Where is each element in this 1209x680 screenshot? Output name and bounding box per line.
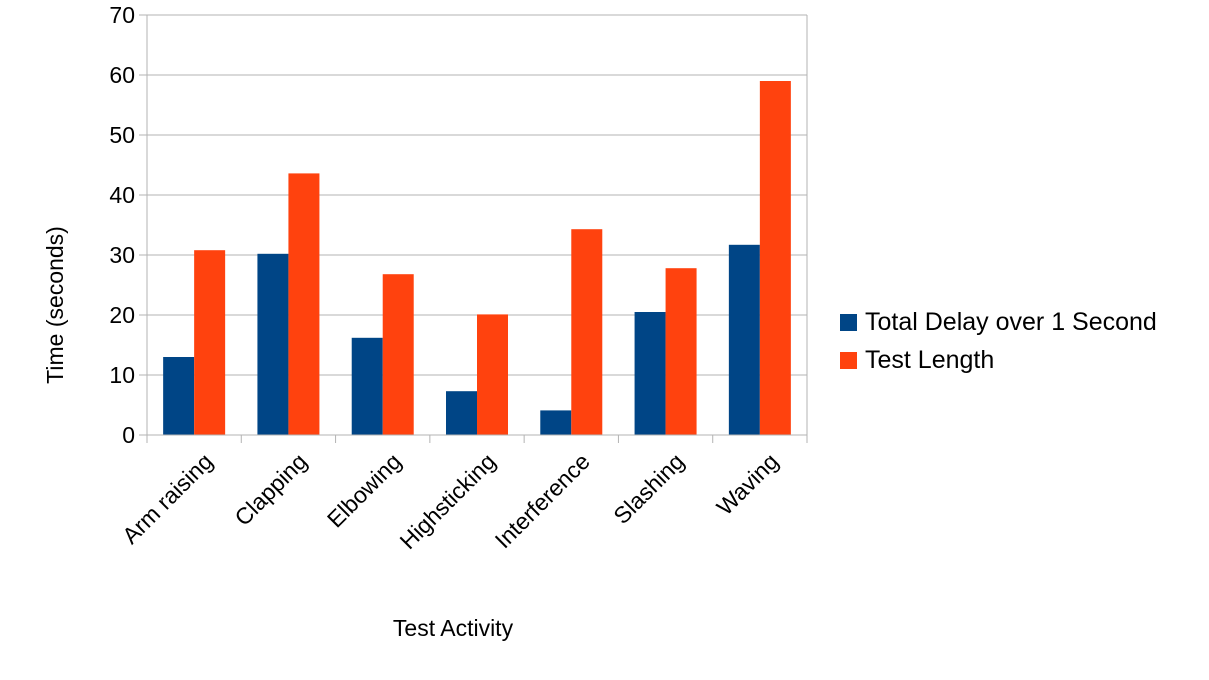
y-tick-label: 70	[109, 2, 135, 28]
bar-test-length	[759, 81, 791, 435]
bar-test-length	[571, 229, 603, 435]
y-tick-label: 60	[109, 62, 135, 88]
y-tick-label: 30	[109, 242, 135, 268]
x-category-label: Interference	[490, 448, 595, 553]
legend-label-test-length: Test Length	[865, 346, 994, 374]
y-tick-label: 40	[109, 182, 135, 208]
bar-test-length	[477, 314, 508, 435]
y-tick-label: 20	[109, 302, 135, 328]
y-axis-title: Time (seconds)	[42, 226, 68, 384]
bar-total-delay-over-1-second	[634, 312, 666, 435]
legend-swatch-total-delay	[840, 314, 857, 331]
bar-test-length	[194, 250, 226, 435]
axes	[139, 14, 808, 443]
x-category-label: Waving	[711, 448, 783, 520]
bar-total-delay-over-1-second	[351, 337, 383, 435]
bar-test-length	[665, 268, 697, 435]
bar-total-delay-over-1-second	[446, 391, 477, 435]
legend: Total Delay over 1 Second Test Length	[840, 308, 1157, 374]
x-category-label: Arm raising	[117, 448, 218, 549]
grid-lines	[147, 14, 807, 376]
y-tick-label: 0	[122, 422, 135, 448]
bar-total-delay-over-1-second	[163, 357, 195, 435]
bar-test-length	[288, 173, 320, 435]
bars	[163, 81, 791, 435]
x-category-label: Highsticking	[394, 448, 500, 554]
legend-label-total-delay: Total Delay over 1 Second	[865, 308, 1157, 336]
x-category-label: Slashing	[608, 448, 689, 529]
y-tick-label: 50	[109, 122, 135, 148]
bar-total-delay-over-1-second	[257, 253, 289, 435]
x-category-label: Clapping	[229, 448, 312, 531]
y-tick-labels: 0 10 20 30 40 50 60 70	[109, 2, 135, 448]
x-category-label: Elbowing	[322, 448, 406, 532]
bar-test-length	[382, 274, 414, 435]
x-category-labels: Arm raising Clapping ElbowingHighstickingI…	[117, 448, 783, 554]
bar-total-delay-over-1-second	[540, 410, 572, 435]
y-tick-label: 10	[109, 362, 135, 388]
x-axis-title: Test Activity	[393, 615, 514, 641]
bar-total-delay-over-1-second	[728, 244, 760, 435]
legend-swatch-test-length	[840, 352, 857, 369]
